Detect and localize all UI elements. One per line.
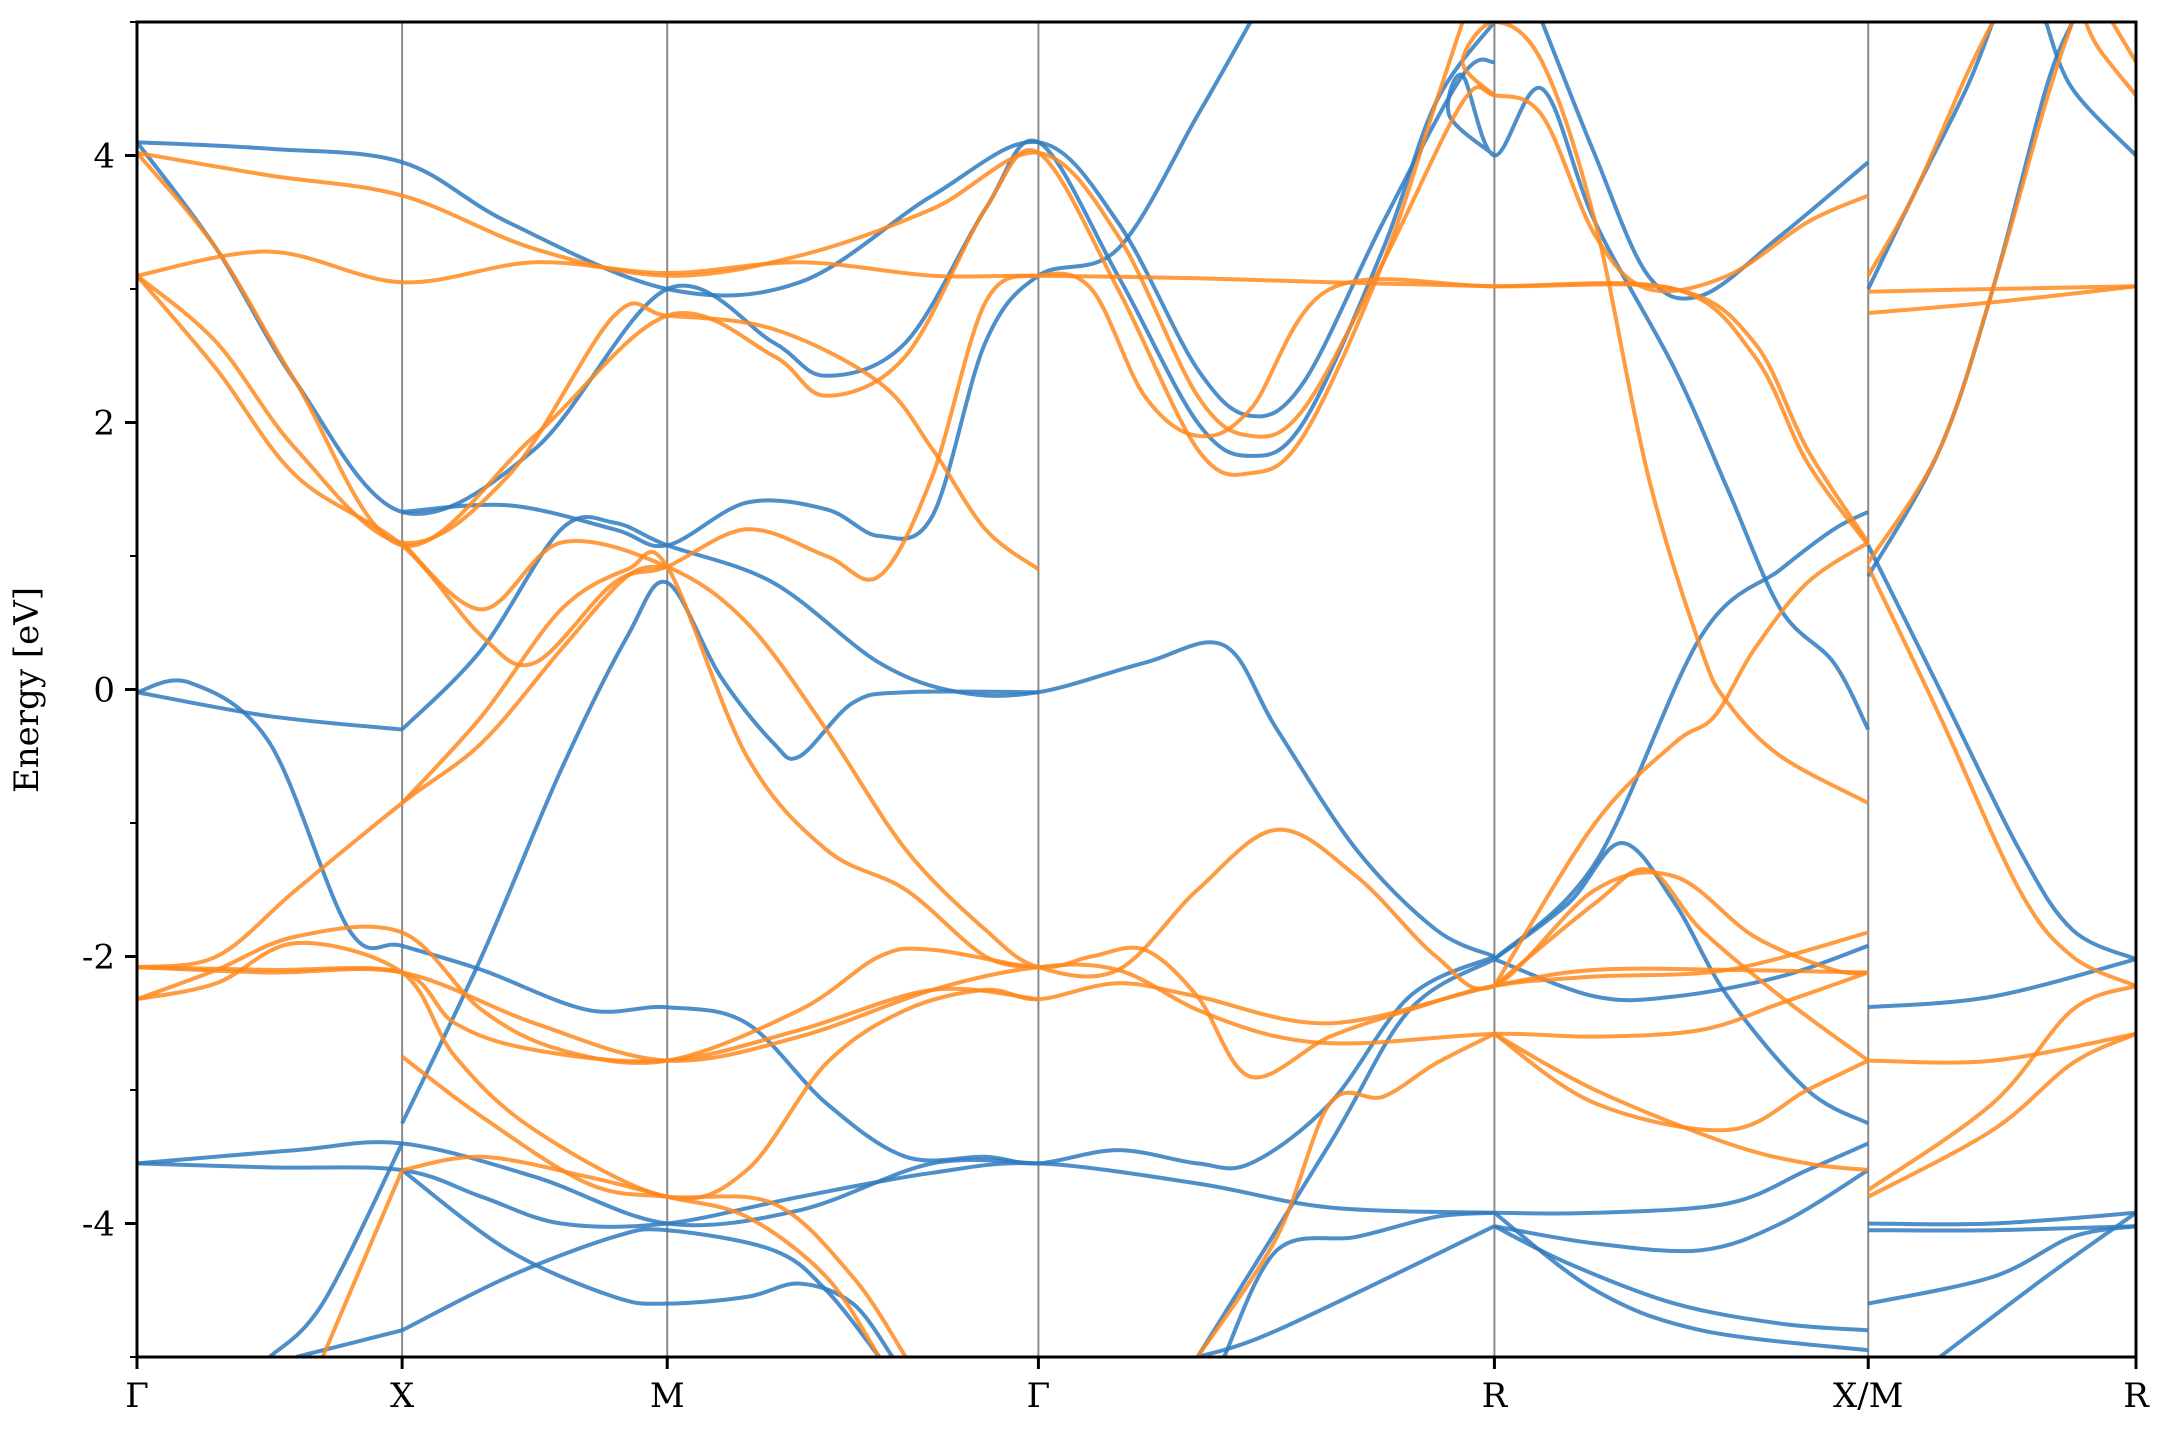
orange-band-38	[137, 271, 1870, 668]
orange-band-36	[137, 249, 1870, 544]
orange-band-43	[137, 924, 1869, 1080]
blue-band-5	[137, 690, 403, 732]
blue-band-7	[137, 1161, 1495, 1229]
blue-band-29	[1868, 1210, 2136, 1227]
x-tick-label: Γ	[125, 1376, 149, 1416]
orange-band-44	[137, 940, 1869, 1201]
y-tick-label: -2	[82, 938, 115, 978]
orange-band-61	[1867, 1032, 2136, 1199]
blue-band-21	[1494, 1141, 1870, 1216]
orange-band-52	[1493, 867, 1870, 1063]
orange-band-57	[1866, 565, 2136, 988]
blue-band-12	[295, 1328, 403, 1357]
blue-band-1	[137, 22, 1497, 516]
orange-band-55	[1866, 22, 1995, 277]
orange-band-34	[137, 85, 1869, 439]
blue-band-19	[1446, 72, 1870, 731]
orange-band-59	[1868, 284, 2136, 294]
blue-band-22	[1493, 1224, 1869, 1333]
blue-band-33	[2044, 22, 2136, 157]
x-tick-label: M	[650, 1376, 685, 1416]
y-axis-ticks: -4 -2 0 2 4	[82, 21, 137, 1358]
blue-band-31	[1867, 1224, 2136, 1306]
orange-band-49	[1195, 1032, 1496, 1357]
blue-band-32	[1938, 1211, 2136, 1357]
blue-band-2	[401, 22, 1253, 549]
orange-band-58	[1868, 284, 2136, 315]
orange-band-63	[2083, 22, 2136, 97]
y-tick-label: -4	[82, 1205, 115, 1245]
x-tick-label: R	[1482, 1376, 1509, 1416]
orange-band-41	[137, 564, 668, 970]
blue-band-4	[400, 514, 1496, 959]
orange-band-48	[320, 1169, 404, 1357]
orange-band-37	[137, 274, 1040, 571]
blue-band-16	[1493, 510, 1870, 961]
blue-band-10	[401, 1227, 881, 1357]
high-symmetry-lines	[401, 22, 1870, 1357]
blue-band-23	[1493, 1211, 1869, 1353]
x-tick-label: X	[390, 1376, 415, 1416]
blue-band-18	[1493, 841, 1870, 1126]
band-lines	[137, 22, 2136, 1357]
orange-band-42	[137, 962, 1869, 1063]
blue-band-17	[1493, 943, 1869, 1003]
orange-band-53	[1492, 540, 1870, 987]
blue-band-24	[1540, 22, 1870, 301]
blue-band-8	[137, 1140, 1039, 1228]
blue-band-14	[1222, 1210, 1495, 1357]
orange-band-47	[401, 1154, 881, 1357]
x-tick-label: R	[2123, 1376, 2150, 1416]
x-axis-ticks: Γ X M Γ R X/M R	[125, 1357, 2150, 1416]
blue-band-28	[1868, 957, 2136, 1010]
orange-band-60	[1868, 1031, 2136, 1065]
orange-band-54	[1460, 22, 1870, 805]
blue-band-25	[1866, 544, 2136, 962]
blue-band-11	[268, 1142, 404, 1357]
blue-band-20	[1494, 1168, 1870, 1254]
y-tick-label: 2	[93, 404, 115, 444]
blue-band-30	[1868, 1224, 2136, 1233]
orange-band-46	[400, 1055, 908, 1357]
orange-band-35	[137, 22, 1465, 548]
blue-band-0	[137, 57, 1496, 419]
orange-band-64	[2110, 22, 2136, 64]
y-tick-label: 4	[93, 137, 115, 177]
blue-band-13	[1196, 1224, 1496, 1357]
y-axis-label: Energy [eV]	[7, 587, 47, 793]
orange-band-40	[400, 550, 1039, 970]
blue-band-9	[400, 1168, 895, 1357]
x-tick-label: X/M	[1833, 1376, 1903, 1416]
orange-band-50	[1493, 1032, 1869, 1173]
orange-band-45	[137, 965, 1039, 1064]
x-tick-label: Γ	[1027, 1376, 1051, 1416]
orange-band-62	[1867, 983, 2136, 1192]
orange-band-51	[1493, 1032, 1870, 1133]
y-tick-label: 0	[93, 671, 115, 711]
